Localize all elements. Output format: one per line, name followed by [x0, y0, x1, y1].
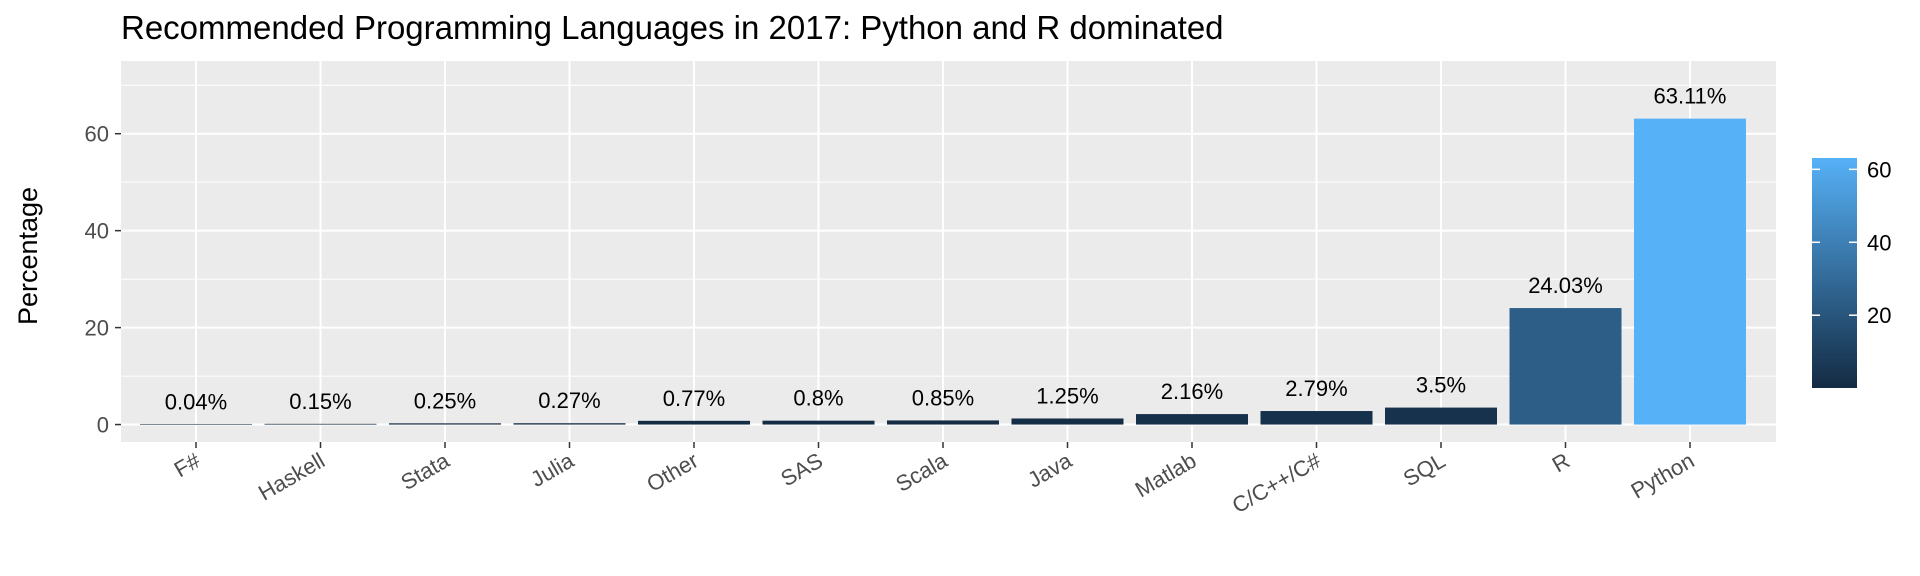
data-label: 2.16%: [1161, 379, 1223, 404]
x-tick-label: Other: [642, 448, 702, 497]
legend-tick-label: 20: [1867, 303, 1891, 328]
x-tick-label: Julia: [526, 447, 578, 492]
x-tick-label: Haskell: [254, 448, 329, 506]
x-tick-label: Java: [1023, 447, 1076, 492]
data-label: 0.27%: [538, 388, 600, 413]
y-axis-title: Percentage: [13, 187, 43, 325]
x-tick-label: R: [1548, 448, 1574, 478]
data-label: 0.8%: [793, 386, 843, 411]
x-tick-label: Stata: [397, 447, 455, 495]
bar-Matlab: [1136, 414, 1248, 425]
bars-group: [140, 118, 1746, 425]
x-tick-label: SAS: [776, 448, 827, 492]
legend-tick-label: 60: [1867, 157, 1891, 182]
data-label: 0.25%: [414, 388, 476, 413]
grid-minor: [121, 84, 1776, 377]
data-label: 0.04%: [165, 389, 227, 414]
data-label: 3.5%: [1416, 373, 1466, 398]
data-label: 0.77%: [663, 386, 725, 411]
bar-F#: [140, 423, 252, 425]
bar-SQL: [1385, 407, 1497, 425]
data-label: 1.25%: [1036, 383, 1098, 408]
bar-Other: [638, 420, 750, 425]
x-tick-label: Matlab: [1131, 448, 1201, 503]
y-tick-label: 20: [85, 316, 109, 341]
x-tick-label: Scala: [891, 447, 952, 497]
bar-Haskell: [264, 423, 377, 425]
colorbar: [1812, 158, 1857, 388]
data-label: 0.85%: [912, 385, 974, 410]
y-tick-label: 60: [85, 122, 109, 147]
data-label: 24.03%: [1528, 273, 1603, 298]
bar-Julia: [513, 423, 626, 425]
x-tick-label: F#: [170, 447, 205, 482]
bar-Python: [1634, 118, 1746, 425]
data-label: 63.11%: [1654, 84, 1727, 109]
plot-panel: [121, 61, 1776, 442]
bar-C/C++/C#: [1260, 411, 1373, 425]
chart-title: Recommended Programming Languages in 201…: [121, 9, 1224, 46]
x-tick-label: SQL: [1399, 448, 1450, 492]
data-label: 0.15%: [289, 389, 351, 414]
legend-ticks: 20 40 60: [1812, 157, 1891, 328]
bar-R: [1509, 308, 1622, 425]
x-tick-label: C/C++/C#: [1228, 447, 1326, 518]
legend-tick-label: 40: [1867, 230, 1891, 255]
data-labels-group: 0.04% 0.15% 0.25% 0.27% 0.77% 0.8% 0.85% 1.25% 2…: [165, 84, 1727, 415]
x-tick-label: Python: [1627, 448, 1699, 504]
y-tick-label: 40: [85, 219, 109, 244]
y-tick-label: 0: [97, 413, 109, 438]
color-legend: 20 40 60: [1812, 157, 1891, 388]
bar-SAS: [762, 420, 875, 425]
bar-Java: [1011, 418, 1124, 425]
y-axis: 0 20 40 60: [85, 122, 121, 438]
data-label: 2.79%: [1285, 376, 1347, 401]
x-axis: F# Haskell Stata Julia Other SAS Scala Java Matl…: [170, 442, 1699, 518]
bar-Stata: [389, 423, 501, 425]
bar-Scala: [887, 420, 999, 425]
